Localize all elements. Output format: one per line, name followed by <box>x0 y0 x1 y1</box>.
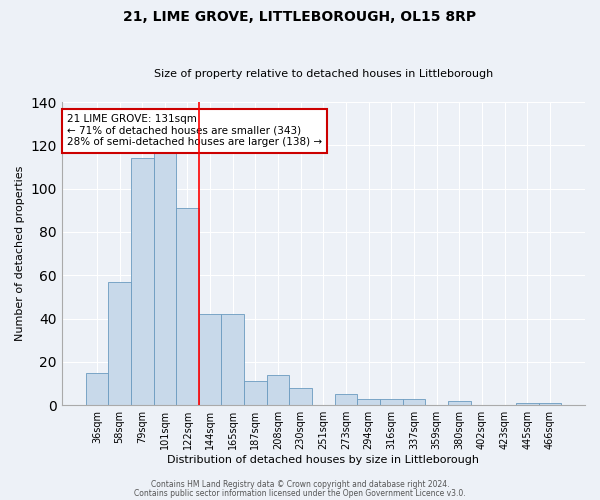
Bar <box>221 314 244 405</box>
Bar <box>154 150 176 405</box>
Title: Size of property relative to detached houses in Littleborough: Size of property relative to detached ho… <box>154 69 493 79</box>
Bar <box>244 382 267 405</box>
Bar <box>289 388 312 405</box>
Bar <box>448 401 470 405</box>
Bar <box>176 208 199 405</box>
Bar <box>516 403 539 405</box>
Bar <box>539 403 561 405</box>
Bar <box>380 398 403 405</box>
Text: Contains public sector information licensed under the Open Government Licence v3: Contains public sector information licen… <box>134 488 466 498</box>
Bar <box>267 375 289 405</box>
Bar <box>335 394 358 405</box>
Bar <box>108 282 131 405</box>
X-axis label: Distribution of detached houses by size in Littleborough: Distribution of detached houses by size … <box>167 455 479 465</box>
Bar <box>199 314 221 405</box>
Text: 21, LIME GROVE, LITTLEBOROUGH, OL15 8RP: 21, LIME GROVE, LITTLEBOROUGH, OL15 8RP <box>124 10 476 24</box>
Text: Contains HM Land Registry data © Crown copyright and database right 2024.: Contains HM Land Registry data © Crown c… <box>151 480 449 489</box>
Bar <box>131 158 154 405</box>
Bar <box>403 398 425 405</box>
Y-axis label: Number of detached properties: Number of detached properties <box>15 166 25 342</box>
Bar <box>358 398 380 405</box>
Text: 21 LIME GROVE: 131sqm
← 71% of detached houses are smaller (343)
28% of semi-det: 21 LIME GROVE: 131sqm ← 71% of detached … <box>67 114 322 148</box>
Bar <box>86 372 108 405</box>
